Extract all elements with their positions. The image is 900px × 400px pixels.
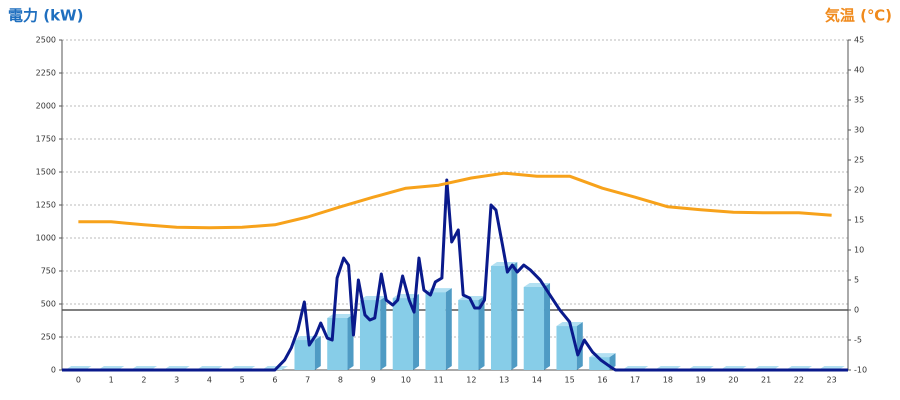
x-tick-label: 7: [305, 376, 310, 385]
y-tick-label: 2250: [36, 69, 56, 78]
y2-tick-label: 25: [854, 156, 864, 165]
y2-tick-label: 0: [854, 306, 859, 315]
bar: [490, 265, 512, 370]
x-tick-label: 4: [207, 376, 212, 385]
y-tick-label: 1250: [36, 201, 56, 210]
y2-axis-title: 気温 (℃): [825, 7, 892, 25]
bar: [327, 317, 348, 370]
x-tick-label: 21: [761, 376, 771, 385]
bar: [392, 298, 414, 370]
y2-tick-label: 20: [854, 186, 864, 195]
x-tick-label: 11: [434, 376, 444, 385]
y2-tick-label: 5: [854, 276, 859, 285]
line: [78, 171, 832, 230]
x-tick-label: 0: [76, 376, 81, 385]
x-tick-label: 2: [141, 376, 146, 385]
x-tick-label: 19: [696, 376, 706, 385]
y2-tick-label: 35: [854, 96, 864, 105]
x-tick-label: 15: [565, 376, 575, 385]
y2-tick-label: 45: [854, 36, 864, 45]
y-tick-label: 750: [41, 267, 56, 276]
bar-side: [445, 288, 452, 370]
x-tick-label: 9: [371, 376, 376, 385]
y-tick-label: 1500: [36, 168, 56, 177]
y-tick-label: 250: [41, 333, 56, 342]
x-tick-label: 10: [401, 376, 411, 385]
y2-tick-label: 30: [854, 126, 864, 135]
y-tick-label: 0: [51, 366, 56, 375]
bar-top: [359, 296, 387, 301]
line: [62, 178, 848, 372]
x-tick-label: 8: [338, 376, 343, 385]
y2-tick-label: -5: [854, 336, 862, 345]
x-tick-label: 6: [272, 376, 277, 385]
bar-side: [380, 296, 387, 370]
x-tick-label: 23: [827, 376, 837, 385]
x-tick-label: 20: [728, 376, 738, 385]
bar: [294, 340, 315, 370]
x-tick-label: 18: [663, 376, 673, 385]
bar: [523, 286, 545, 370]
x-tick-label: 5: [240, 376, 245, 385]
y2-tick-label: 40: [854, 66, 864, 75]
y2-tick-label: 10: [854, 246, 864, 255]
y-tick-label: 2000: [36, 102, 56, 111]
y-tick-label: 2500: [36, 36, 56, 45]
bar-side: [511, 261, 518, 370]
bar-side: [544, 282, 551, 370]
x-tick-label: 13: [499, 376, 509, 385]
bar: [425, 292, 446, 370]
y2-tick-label: -10: [854, 366, 867, 375]
y-tick-label: 500: [41, 300, 56, 309]
y-tick-label: 1000: [36, 234, 56, 243]
bar-side: [576, 322, 583, 370]
x-tick-label: 22: [794, 376, 804, 385]
bar: [556, 326, 577, 370]
x-tick-label: 16: [597, 376, 607, 385]
bar: [589, 357, 610, 370]
x-tick-label: 17: [630, 376, 640, 385]
x-tick-label: 1: [109, 376, 114, 385]
y2-tick-label: 15: [854, 216, 864, 225]
bar-side: [314, 336, 321, 370]
y-axis-title: 電力 (kW): [8, 7, 83, 25]
y-tick-label: 1750: [36, 135, 56, 144]
x-tick-label: 12: [466, 376, 476, 385]
x-tick-label: 14: [532, 376, 542, 385]
bar-side: [478, 296, 485, 370]
x-tick-label: 3: [174, 376, 179, 385]
bar: [458, 300, 479, 370]
